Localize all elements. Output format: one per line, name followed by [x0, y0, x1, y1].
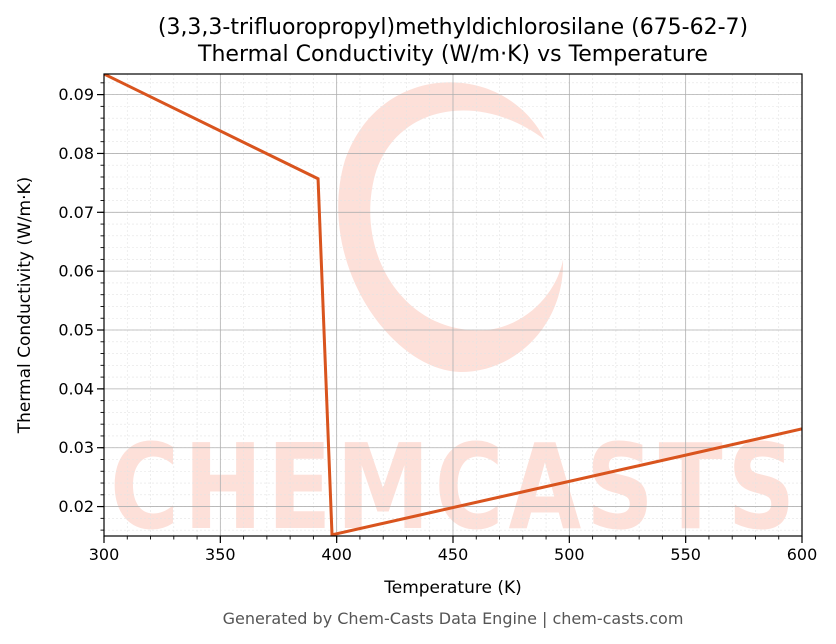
series-layer	[104, 74, 802, 536]
watermark-logo-ring	[338, 82, 564, 372]
y-tick-label: 0.07	[58, 203, 94, 222]
x-tick-label: 550	[670, 545, 701, 564]
x-tick-label: 300	[89, 545, 120, 564]
y-tick-label: 0.09	[58, 85, 94, 104]
y-axis-ticks: 0.02 0.03 0.04 0.05 0.06 0.07 0.08 0.09	[58, 82, 104, 531]
x-tick-label: 350	[205, 545, 236, 564]
footer-credit: Generated by Chem-Casts Data Engine | ch…	[223, 609, 684, 628]
x-tick-label: 450	[438, 545, 469, 564]
watermark-text: CHEMCASTS	[110, 418, 800, 556]
x-tick-label: 400	[321, 545, 352, 564]
y-tick-label: 0.08	[58, 144, 94, 163]
y-axis-label: Thermal Conductivity (W/m·K)	[15, 177, 35, 435]
y-tick-label: 0.05	[58, 321, 94, 340]
x-axis-ticks: 300 350 400 450 500 550 600	[89, 536, 818, 564]
y-tick-label: 0.06	[58, 262, 94, 281]
x-tick-label: 500	[554, 545, 585, 564]
chart-title: (3,3,3-trifluoropropyl)methyldichlorosil…	[158, 15, 748, 40]
y-tick-label: 0.04	[58, 379, 94, 398]
series-line-0	[104, 74, 802, 536]
chart-subtitle: Thermal Conductivity (W/m·K) vs Temperat…	[197, 42, 708, 67]
x-tick-label: 600	[787, 545, 818, 564]
y-tick-label: 0.02	[58, 497, 94, 516]
watermark: CHEMCASTS	[110, 82, 800, 556]
y-tick-label: 0.03	[58, 438, 94, 457]
x-axis-label: Temperature (K)	[383, 578, 522, 598]
